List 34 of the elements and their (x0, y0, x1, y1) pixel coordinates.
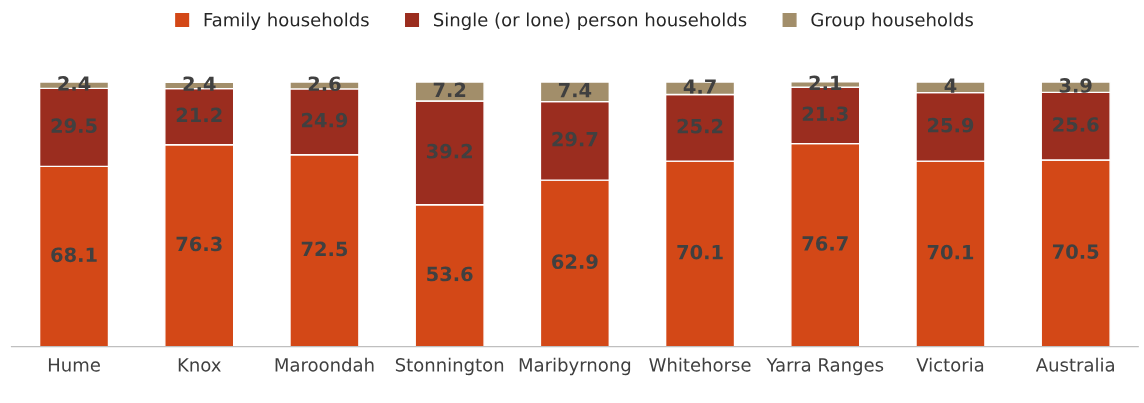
x-tick-label: Victoria (916, 357, 984, 372)
data-label: 76.3 (176, 236, 222, 252)
data-label: 2.1 (809, 75, 842, 90)
x-tick-label: Knox (178, 358, 221, 372)
x-tick-label: Hume (48, 358, 100, 372)
data-label: 7.2 (433, 82, 466, 97)
data-label: 39.2 (426, 143, 472, 159)
data-label: 62.9 (552, 254, 598, 270)
data-label: 72.5 (301, 241, 348, 257)
x-tick-label: Australia (1035, 357, 1114, 372)
data-label: 70.1 (677, 244, 723, 260)
legend-label: Single (or lone) person households (433, 12, 747, 31)
data-label: 25.2 (677, 118, 723, 134)
x-tick-label: Yarra Ranges (766, 358, 884, 376)
data-label: 70.1 (927, 244, 974, 260)
x-tick-label: Stonnington (395, 357, 504, 376)
data-label: 21.2 (176, 107, 222, 123)
data-label: 21.3 (802, 106, 848, 122)
legend-label: Group households (811, 12, 973, 31)
data-label: 24.9 (302, 112, 348, 128)
data-label: 25.6 (1053, 117, 1099, 132)
data-label: 29.5 (51, 118, 97, 134)
data-label: 53.6 (427, 266, 473, 282)
x-tick-label: Maribyrnong (519, 357, 631, 376)
data-label: 25.9 (928, 117, 974, 133)
data-label: 68.1 (51, 247, 97, 263)
data-label: 7.4 (558, 82, 592, 98)
x-tick-label: Whitehorse (649, 357, 751, 372)
legend-label: Family households (204, 12, 369, 31)
data-label: 4.7 (683, 79, 716, 94)
data-label: 70.5 (1052, 244, 1099, 259)
data-label: 76.7 (802, 236, 848, 251)
data-label: 29.7 (552, 131, 598, 147)
x-tick-label: Maroondah (275, 357, 374, 372)
